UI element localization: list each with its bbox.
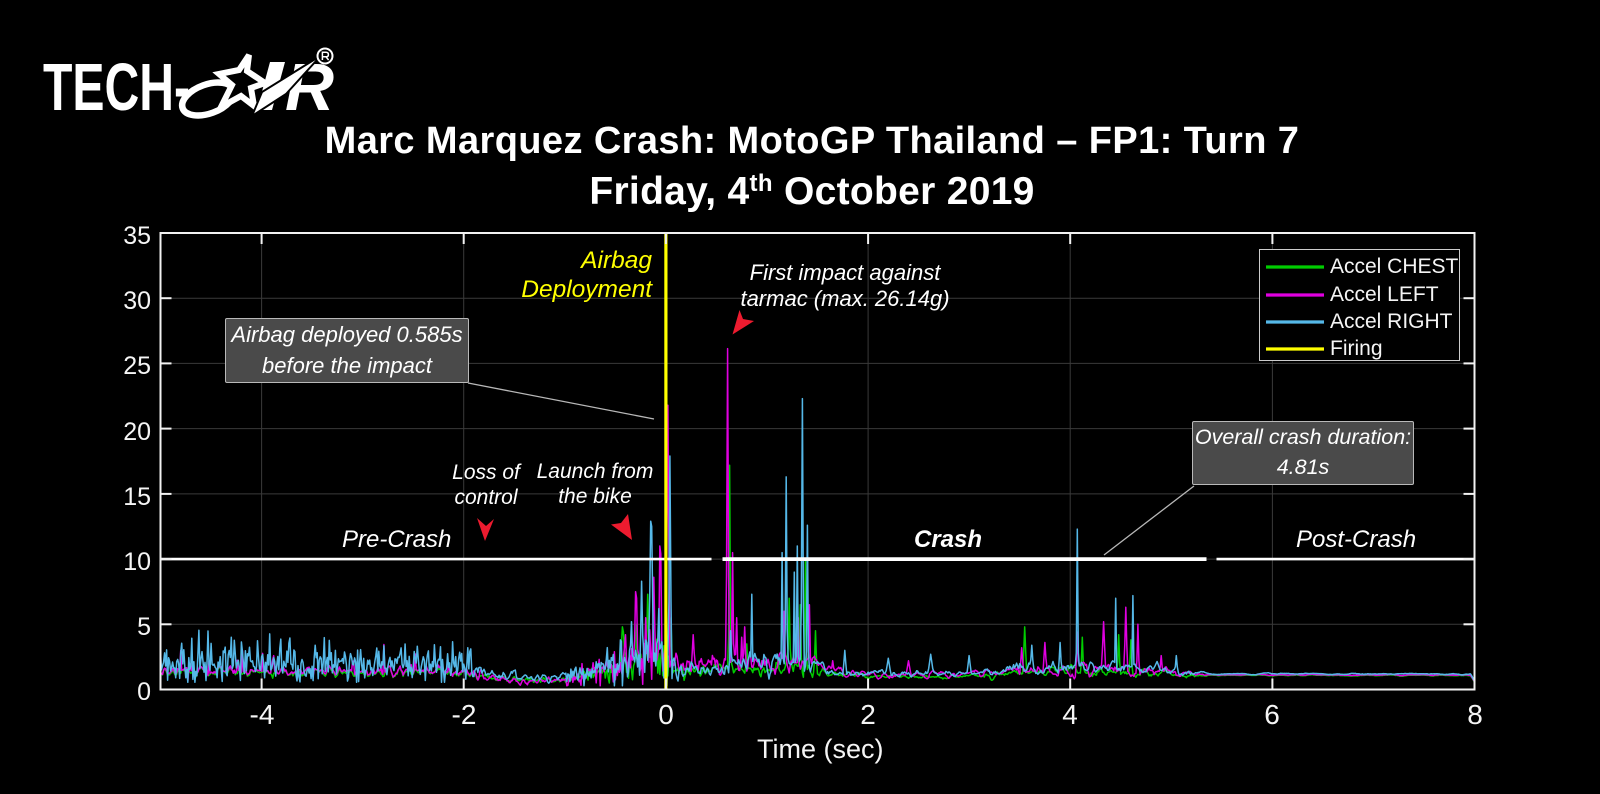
svg-text:TECH-: TECH- xyxy=(43,50,190,125)
